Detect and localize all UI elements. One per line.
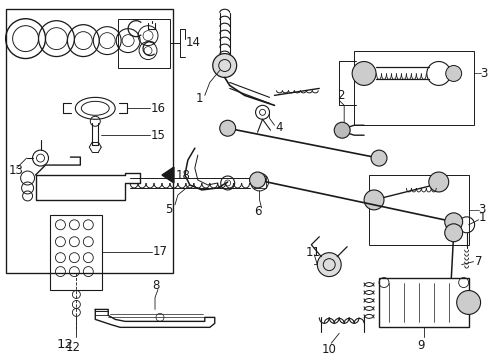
Text: 3: 3: [478, 203, 485, 216]
Circle shape: [364, 190, 383, 210]
Text: 18: 18: [176, 168, 190, 181]
Circle shape: [444, 224, 462, 242]
Circle shape: [351, 62, 375, 85]
Text: 17: 17: [153, 245, 168, 258]
Text: 4: 4: [275, 121, 283, 134]
Bar: [6, 9, 173, 273]
Text: 8: 8: [152, 279, 159, 292]
Bar: [353, 50, 473, 125]
Polygon shape: [162, 167, 174, 183]
Bar: [6, 9, 173, 273]
Circle shape: [249, 172, 265, 188]
Circle shape: [370, 150, 386, 166]
Bar: [253, 176, 265, 188]
Circle shape: [444, 213, 462, 231]
Text: 7: 7: [474, 255, 481, 268]
Text: 16: 16: [151, 102, 166, 115]
Text: 12: 12: [57, 338, 74, 351]
Circle shape: [333, 122, 349, 138]
Bar: [50, 215, 102, 289]
Text: 1: 1: [478, 211, 485, 224]
Text: 15: 15: [151, 129, 165, 142]
Text: 14: 14: [185, 36, 201, 49]
Circle shape: [317, 253, 341, 276]
Text: 10: 10: [321, 343, 335, 356]
Text: 13: 13: [9, 163, 23, 176]
Bar: [368, 175, 468, 245]
Text: 12: 12: [65, 341, 80, 354]
Text: 2: 2: [337, 89, 344, 102]
Text: 6: 6: [254, 205, 262, 219]
Circle shape: [219, 120, 235, 136]
Text: 5: 5: [164, 203, 172, 216]
Text: 11: 11: [305, 246, 320, 259]
Circle shape: [428, 172, 448, 192]
Polygon shape: [95, 310, 214, 327]
Circle shape: [456, 291, 480, 314]
Bar: [378, 278, 468, 327]
Circle shape: [212, 54, 236, 77]
Text: 9: 9: [416, 339, 424, 352]
Text: 3: 3: [480, 67, 487, 80]
Text: 1: 1: [195, 92, 203, 105]
Bar: [118, 19, 170, 68]
Circle shape: [445, 66, 461, 81]
